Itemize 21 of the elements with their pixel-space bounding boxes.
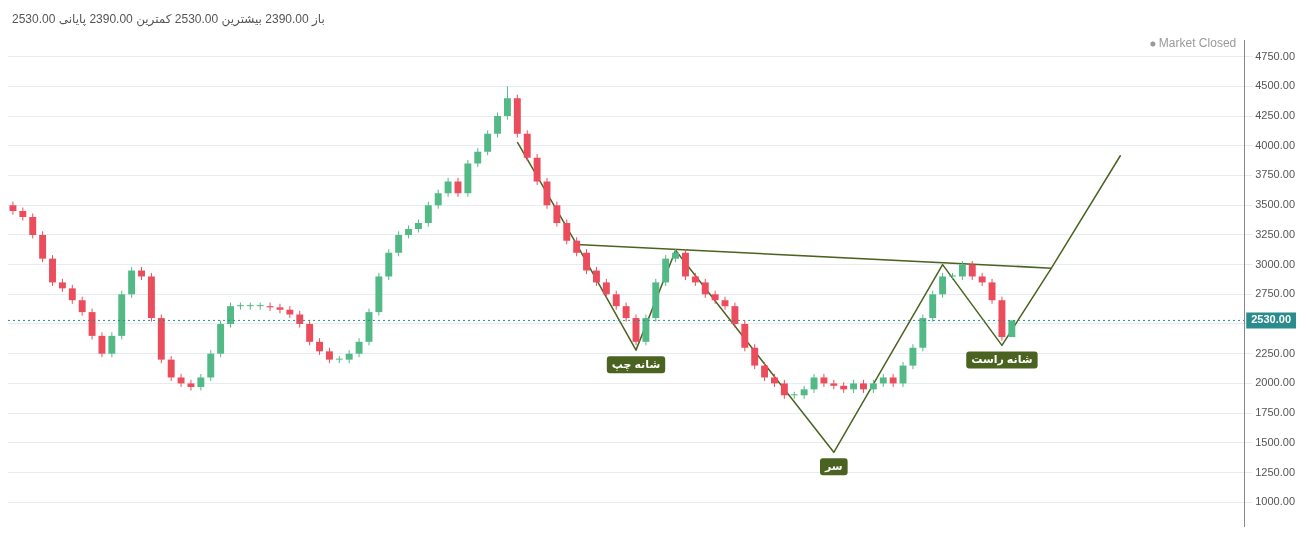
y-tick-label: 2750.00 bbox=[1255, 287, 1295, 300]
y-tick-label: 2000.00 bbox=[1255, 376, 1295, 389]
y-tick-label: 4000.00 bbox=[1255, 138, 1295, 151]
y-tick-label: 1250.00 bbox=[1255, 465, 1295, 478]
y-tick-label: 3000.00 bbox=[1255, 257, 1295, 270]
y-tick-label: 3750.00 bbox=[1255, 168, 1295, 181]
annotation: شانه راست bbox=[971, 353, 1033, 367]
y-tick-label: 2250.00 bbox=[1255, 346, 1295, 359]
y-tick-label: 4500.00 bbox=[1255, 79, 1295, 92]
y-tick-label: 1750.00 bbox=[1255, 406, 1295, 419]
annotation: Market Closed bbox=[1158, 36, 1237, 51]
annotation: سر bbox=[823, 460, 843, 474]
y-tick-label: 1500.00 bbox=[1255, 435, 1295, 448]
y-tick-label: 3250.00 bbox=[1255, 227, 1295, 240]
annotation: شانه چپ bbox=[611, 358, 661, 372]
y-tick-label: 3500.00 bbox=[1255, 198, 1295, 211]
chart-title: باز 2390.00 بیشترین 2530.00 کمترین 2390.00 پایانی 2530.00 bbox=[11, 11, 325, 28]
y-tick-label: 4250.00 bbox=[1255, 109, 1295, 122]
y-tick-label: 1000.00 bbox=[1255, 495, 1295, 508]
y-tick-label: 4750.00 bbox=[1255, 49, 1295, 62]
ref-line-label: 2530.00 bbox=[1251, 313, 1291, 326]
